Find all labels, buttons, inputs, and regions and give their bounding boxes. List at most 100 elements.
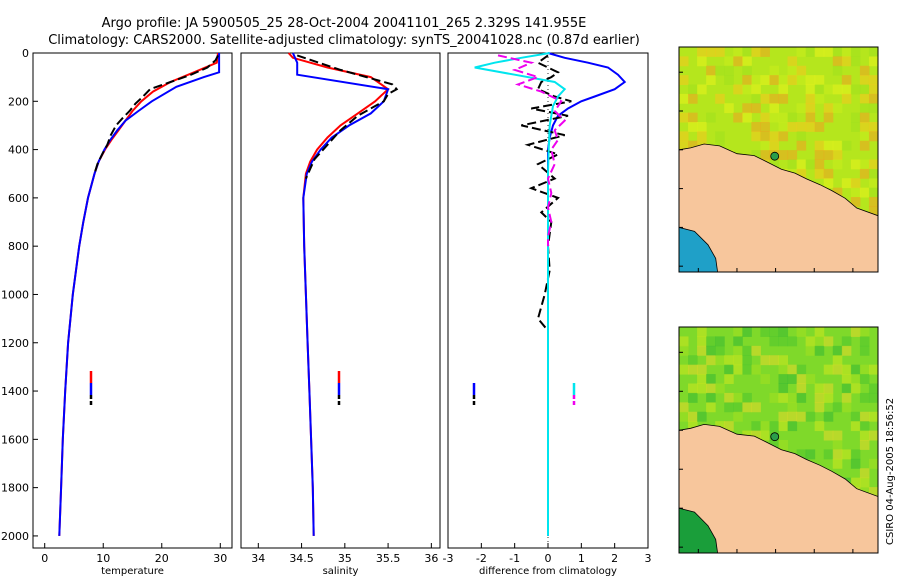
sla_map-cell	[823, 336, 834, 347]
sst_map-cell	[805, 103, 816, 114]
sst_map-cell	[706, 75, 716, 85]
sla_map-cell	[859, 421, 870, 432]
sla_map-cell	[742, 402, 752, 413]
sst_map-cell	[814, 159, 825, 170]
sst_map-cell	[742, 103, 752, 114]
sst_map-cell	[796, 75, 807, 85]
sla_map-cell	[769, 392, 779, 403]
sla_map-cell	[724, 421, 734, 432]
sla_map-cell	[733, 411, 743, 422]
sst_map-cell	[742, 56, 752, 67]
sla_map-cell	[841, 336, 852, 347]
sst_map-cell	[796, 122, 807, 132]
sla_map-cell	[715, 355, 725, 366]
difference-xtick-label: -2	[476, 552, 487, 565]
temperature-ytick-label: 800	[8, 240, 29, 253]
sst_map-cell	[688, 84, 698, 95]
sla_map-cell	[769, 421, 779, 432]
sla_map-cell	[850, 327, 861, 337]
sla_map-cell	[769, 355, 779, 366]
sla_map-cell	[688, 421, 698, 432]
sla_map-cell	[706, 345, 716, 356]
sla_map-cell	[796, 364, 807, 375]
sla_map-cell	[859, 374, 870, 384]
sst_map-cell	[814, 93, 825, 104]
temperature-ytick-label: 1800	[1, 482, 29, 495]
sst_map-cell	[814, 75, 825, 85]
sst_map-cell	[751, 75, 761, 85]
sst_map-cell	[859, 131, 870, 142]
sla_map-cell	[796, 392, 807, 403]
sla_map-cell	[859, 345, 870, 356]
sst_map-cell	[868, 84, 879, 95]
sst_map-cell	[805, 93, 816, 104]
sst_map-cell	[805, 159, 816, 170]
sla_map-cell	[868, 383, 879, 394]
sst_map-cell	[796, 131, 807, 142]
sla-map-panel	[678, 326, 879, 554]
sla_map-cell	[778, 374, 789, 384]
sst_map-cell	[796, 140, 807, 151]
sst_map-cell	[823, 178, 834, 189]
sla_map-cell	[823, 392, 834, 403]
sla_map-cell	[697, 327, 707, 337]
sst_map-cell	[832, 103, 843, 114]
sla_map-cell	[688, 392, 698, 403]
difference-panel: -3 -2 -1 0 1 2 3 difference from climatology	[443, 52, 652, 577]
sst_map-cell	[787, 75, 798, 85]
sst_map-cell	[724, 103, 734, 114]
sla_map-cell	[814, 336, 825, 347]
sla_map-cell	[823, 449, 834, 460]
sst_map-cell	[832, 47, 843, 57]
sla_map-cell	[868, 458, 879, 469]
salinity-xtick-label: 34.5	[289, 552, 314, 565]
sst_map-cell	[697, 122, 707, 132]
sst_map-cell	[760, 93, 770, 104]
sla_map-cell	[814, 421, 825, 432]
sla_map-cell	[751, 345, 761, 356]
sla_map-cell	[706, 374, 716, 384]
sst_map-cell	[796, 103, 807, 114]
sla_map-cell	[679, 364, 689, 375]
sst_map-cell	[760, 122, 770, 132]
sla_map-cell	[787, 392, 798, 403]
temperature-ytick-label: 1400	[1, 385, 29, 398]
sst_map-cell	[769, 75, 779, 85]
temperature-xaxis-label: temperature	[101, 566, 164, 577]
sla_map-cell	[697, 383, 707, 394]
sla_map-cell	[841, 374, 852, 384]
sst_map-cell	[859, 65, 870, 76]
sla_map-cell	[841, 345, 852, 356]
sla_map-cell	[850, 364, 861, 375]
sst_map-cell	[805, 47, 816, 57]
sst_map-cell	[697, 131, 707, 142]
sla_map-cell	[706, 355, 716, 366]
sla_map-cell	[850, 411, 861, 422]
sst_map-cell	[769, 112, 779, 123]
sst_map-cell	[778, 131, 789, 142]
sla_map-cell	[787, 374, 798, 384]
temperature-xtick-label: 30	[213, 552, 227, 565]
sla_map-cell	[787, 336, 798, 347]
sla_map-cell	[760, 430, 770, 441]
sla_map-cell	[859, 477, 870, 488]
sst_map-land	[678, 143, 879, 273]
sla_map-cell	[778, 421, 789, 432]
sla_map-cell	[832, 402, 843, 413]
sla_map-cell	[778, 364, 789, 375]
sla_map-cell	[805, 411, 816, 422]
difference-xtick-label: -1	[509, 552, 520, 565]
sst_map-cell	[859, 122, 870, 132]
sla_map-cell	[814, 392, 825, 403]
sla_map-argo-marker	[770, 432, 780, 442]
sst_map-cell	[841, 47, 852, 57]
sst_map-cell	[760, 140, 770, 151]
sla_map-cell	[733, 345, 743, 356]
sst_map-cell	[814, 150, 825, 160]
sst_map-cell	[868, 131, 879, 142]
sla_map-cell	[688, 383, 698, 394]
sst_map-cell	[823, 168, 834, 179]
sla_map-cell	[814, 402, 825, 413]
figure-title-line1: Argo profile: JA 5900505_25 28-Oct-2004 …	[102, 16, 587, 31]
sst_map-cell	[823, 140, 834, 151]
